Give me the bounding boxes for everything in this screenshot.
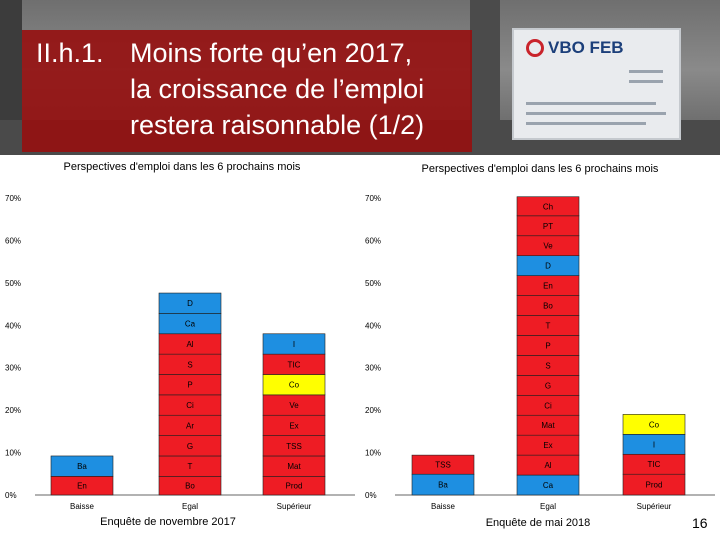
bar-segment <box>50 455 114 477</box>
y-tick-label: 50% <box>365 279 381 288</box>
segment-label: S <box>187 360 192 369</box>
bar-segment <box>622 414 686 435</box>
y-tick-label: 50% <box>5 279 21 288</box>
sign-text-line <box>629 70 663 73</box>
y-tick-label: 20% <box>5 406 21 415</box>
segment-label: Mat <box>541 421 555 430</box>
segment-label: TSS <box>435 461 451 470</box>
segment-label: Ex <box>289 421 298 430</box>
segment-label: S <box>545 361 550 370</box>
page-number: 16 <box>692 515 708 531</box>
chart-caption: Enquête de mai 2018 <box>486 517 591 529</box>
chart-title: Perspectives d'emploi dans les 6 prochai… <box>64 161 301 173</box>
segment-label: Ch <box>543 202 553 211</box>
photo-pillar <box>0 0 22 155</box>
bar-segment <box>158 292 222 314</box>
segment-label: Co <box>649 420 660 429</box>
y-tick-label: 30% <box>365 364 381 373</box>
x-tick-label: Egal <box>182 502 198 511</box>
segment-label: En <box>77 482 87 491</box>
segment-label: Ci <box>186 401 194 410</box>
segment-label: T <box>188 462 193 471</box>
feb-logo-icon <box>526 39 544 57</box>
title-line-3: restera raisonnable (1/2) <box>130 110 425 140</box>
segment-label: Ca <box>543 481 554 490</box>
segment-label: PT <box>543 222 553 231</box>
y-tick-label: 40% <box>365 321 381 330</box>
segment-label: D <box>187 299 193 308</box>
segment-label: T <box>546 321 551 330</box>
segment-label: Ba <box>77 462 87 471</box>
sign-text-line <box>526 122 646 125</box>
sign-text-line <box>526 102 656 105</box>
segment-label: P <box>545 341 550 350</box>
segment-label: Ci <box>544 401 552 410</box>
bar-segment <box>516 196 580 217</box>
y-tick-label: 10% <box>365 449 381 458</box>
sign-text-line <box>629 80 663 83</box>
segment-label: Ve <box>289 401 299 410</box>
y-tick-label: 30% <box>5 364 21 373</box>
x-tick-label: Egal <box>540 502 556 511</box>
segment-label: Prod <box>286 482 303 491</box>
segment-label: D <box>545 262 551 271</box>
title-line-1: Moins forte qu’en 2017, <box>130 38 413 68</box>
segment-label: G <box>545 381 551 390</box>
segment-label: Ex <box>543 441 552 450</box>
segment-label: Mat <box>287 462 301 471</box>
segment-label: Al <box>186 340 193 349</box>
segment-label: TIC <box>648 460 661 469</box>
title-box <box>22 30 472 152</box>
chart-caption: Enquête de novembre 2017 <box>100 516 236 528</box>
segment-label: Prod <box>646 481 663 490</box>
segment-label: Ar <box>186 421 194 430</box>
segment-label: I <box>293 340 295 349</box>
segment-label: TIC <box>288 360 301 369</box>
sign-text-line <box>526 112 666 115</box>
chart-title: Perspectives d'emploi dans les 6 prochai… <box>422 163 659 175</box>
y-tick-label: 70% <box>365 194 381 203</box>
x-tick-label: Supérieur <box>637 502 672 511</box>
x-tick-label: Baisse <box>431 502 456 511</box>
segment-label: Al <box>544 461 551 470</box>
segment-label: P <box>187 381 192 390</box>
x-tick-label: Baisse <box>70 502 95 511</box>
segment-label: Ve <box>543 242 553 251</box>
y-tick-label: 0% <box>5 491 17 500</box>
y-tick-label: 40% <box>5 321 21 330</box>
title-section-code: II.h.1. <box>36 38 104 68</box>
sign-logo: VBO FEB <box>526 38 624 58</box>
y-tick-label: 60% <box>5 236 21 245</box>
segment-label: Ba <box>438 481 448 490</box>
segment-label: Bo <box>185 482 195 491</box>
segment-label: I <box>653 440 655 449</box>
segment-label: En <box>543 282 553 291</box>
y-tick-label: 20% <box>365 406 381 415</box>
y-tick-label: 70% <box>5 194 21 203</box>
sign-brand: VBO FEB <box>548 38 624 57</box>
segment-label: Co <box>289 381 300 390</box>
vbo-feb-sign: VBO FEB <box>512 28 681 140</box>
y-tick-label: 60% <box>365 236 381 245</box>
segment-label: Bo <box>543 302 553 311</box>
y-tick-label: 10% <box>5 449 21 458</box>
bar-segment <box>411 454 475 475</box>
x-tick-label: Supérieur <box>277 502 312 511</box>
segment-label: G <box>187 442 193 451</box>
bar-segment <box>262 333 326 355</box>
title-line-2: la croissance de l’emploi <box>130 74 425 104</box>
segment-label: TSS <box>286 442 302 451</box>
y-tick-label: 0% <box>365 491 377 500</box>
segment-label: Ca <box>185 320 196 329</box>
